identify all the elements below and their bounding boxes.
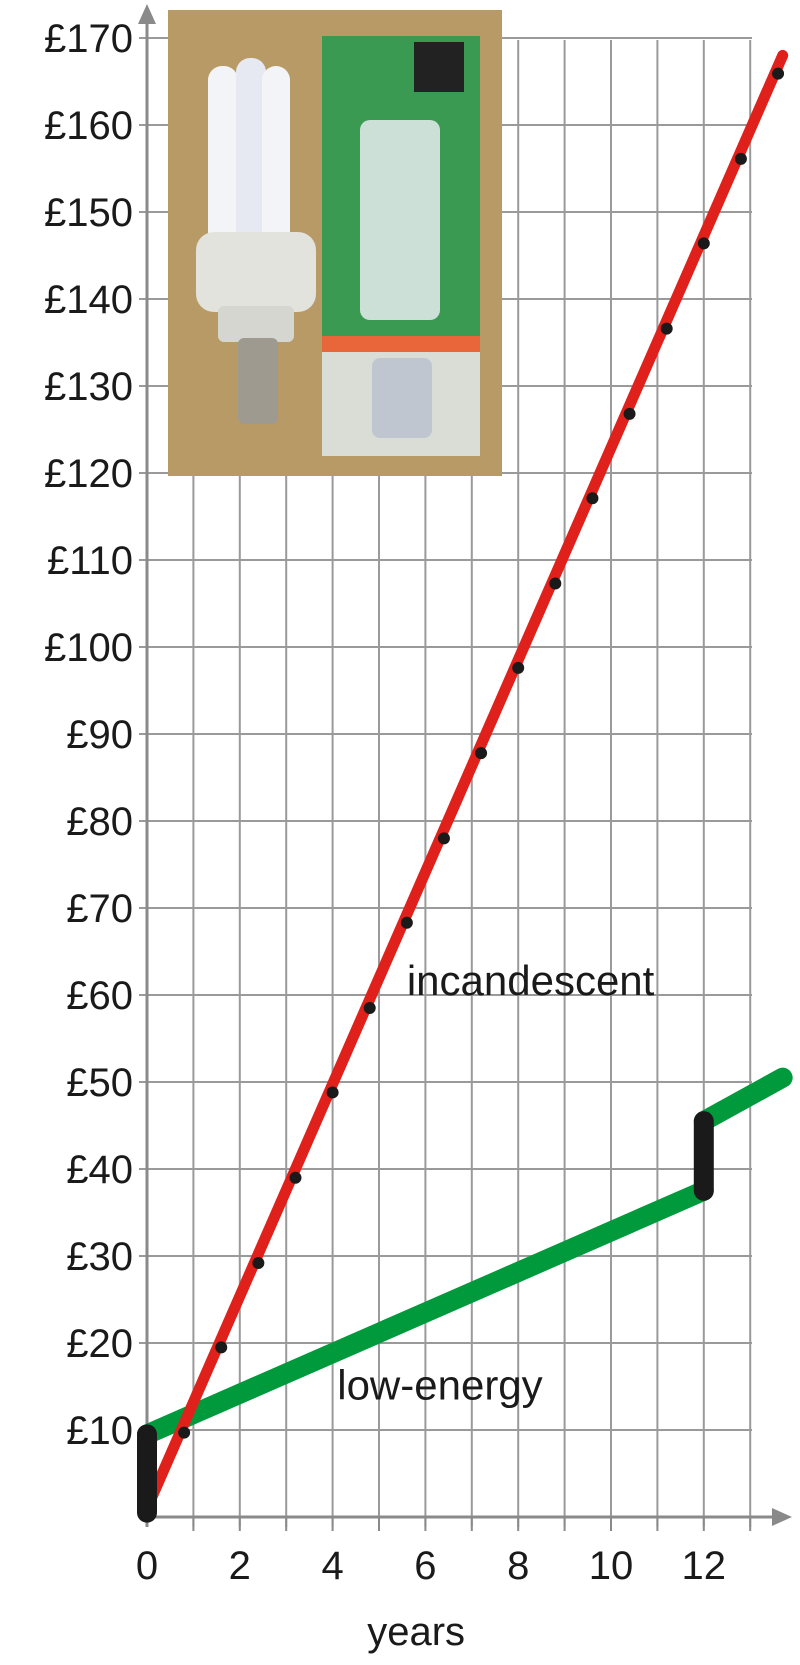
incandescent-point <box>363 1002 376 1015</box>
series-label-incandescent: incandescent <box>407 957 655 1004</box>
y-tick-label: £110 <box>47 539 133 583</box>
bulb-base <box>196 232 316 312</box>
y-tick-label: £90 <box>66 713 133 757</box>
bulb-neck <box>218 306 294 342</box>
incandescent-point <box>549 577 562 590</box>
y-tick-label: £60 <box>66 974 133 1018</box>
y-tick-label: £120 <box>44 452 133 496</box>
x-tick-label: 2 <box>229 1544 251 1588</box>
y-tick-label: £40 <box>66 1148 133 1192</box>
incandescent-point <box>586 492 599 505</box>
bulb-tube <box>262 66 290 246</box>
incandescent-point <box>623 407 636 420</box>
incandescent-point <box>215 1341 228 1354</box>
x-tick-label: 6 <box>414 1544 436 1588</box>
x-tick-label: 8 <box>507 1544 529 1588</box>
incandescent-point <box>772 67 785 80</box>
y-tick-label: £160 <box>44 104 133 148</box>
incandescent-point <box>475 747 488 760</box>
x-tick-label: 4 <box>321 1544 343 1588</box>
y-tick-label: £30 <box>66 1235 133 1279</box>
y-axis-arrow-icon <box>138 4 156 24</box>
y-tick-label: £10 <box>66 1409 133 1453</box>
bulb-cap <box>238 338 278 424</box>
series-label-low-energy: low-energy <box>337 1362 542 1409</box>
y-tick-label: £70 <box>66 887 133 931</box>
bulb-box-window <box>360 120 440 320</box>
incandescent-point <box>178 1426 191 1439</box>
incandescent-point <box>326 1086 339 1099</box>
incandescent-point <box>660 322 673 335</box>
series-line-low-energy <box>137 1180 714 1445</box>
x-tick-labels: 0 2 4 6 8 10 12 <box>136 1544 726 1588</box>
y-tick-label: £50 <box>66 1061 133 1105</box>
incandescent-point <box>512 661 525 674</box>
incandescent-point <box>400 916 413 929</box>
chart-axes <box>138 4 792 1531</box>
x-tick-label: 0 <box>136 1544 158 1588</box>
bulb-photo <box>168 10 502 476</box>
incandescent-point <box>437 832 450 845</box>
y-tick-label: £130 <box>44 365 133 409</box>
x-tick-label: 10 <box>589 1544 634 1588</box>
incandescent-point <box>697 237 710 250</box>
series-layer <box>137 49 793 1523</box>
series-line-incandescent <box>141 49 789 1514</box>
x-axis-arrow-icon <box>772 1508 792 1526</box>
incandescent-point <box>252 1256 265 1269</box>
bulb-tube <box>236 58 266 244</box>
y-tick-labels: £10 £20 £30 £40 £50 £60 £70 £80 £90 £100 £110 £120 £… <box>44 17 133 1453</box>
bulb-box-badge <box>414 42 464 92</box>
y-tick-label: £80 <box>66 800 133 844</box>
y-tick-label: £20 <box>66 1322 133 1366</box>
x-tick-label: 12 <box>682 1544 727 1588</box>
incandescent-point <box>289 1171 302 1184</box>
series-line-low-energy <box>693 1067 793 1132</box>
y-tick-label: £150 <box>44 191 133 235</box>
y-tick-label: £100 <box>44 626 133 670</box>
incandescent-point <box>734 152 747 165</box>
bulb-box-orange-stripe <box>322 336 480 352</box>
y-tick-label: £170 <box>44 17 133 61</box>
bulb-box-base-image <box>372 358 432 438</box>
x-axis-label: years <box>367 1610 465 1654</box>
y-tick-label: £140 <box>44 278 133 322</box>
bulb-tube <box>208 66 238 246</box>
